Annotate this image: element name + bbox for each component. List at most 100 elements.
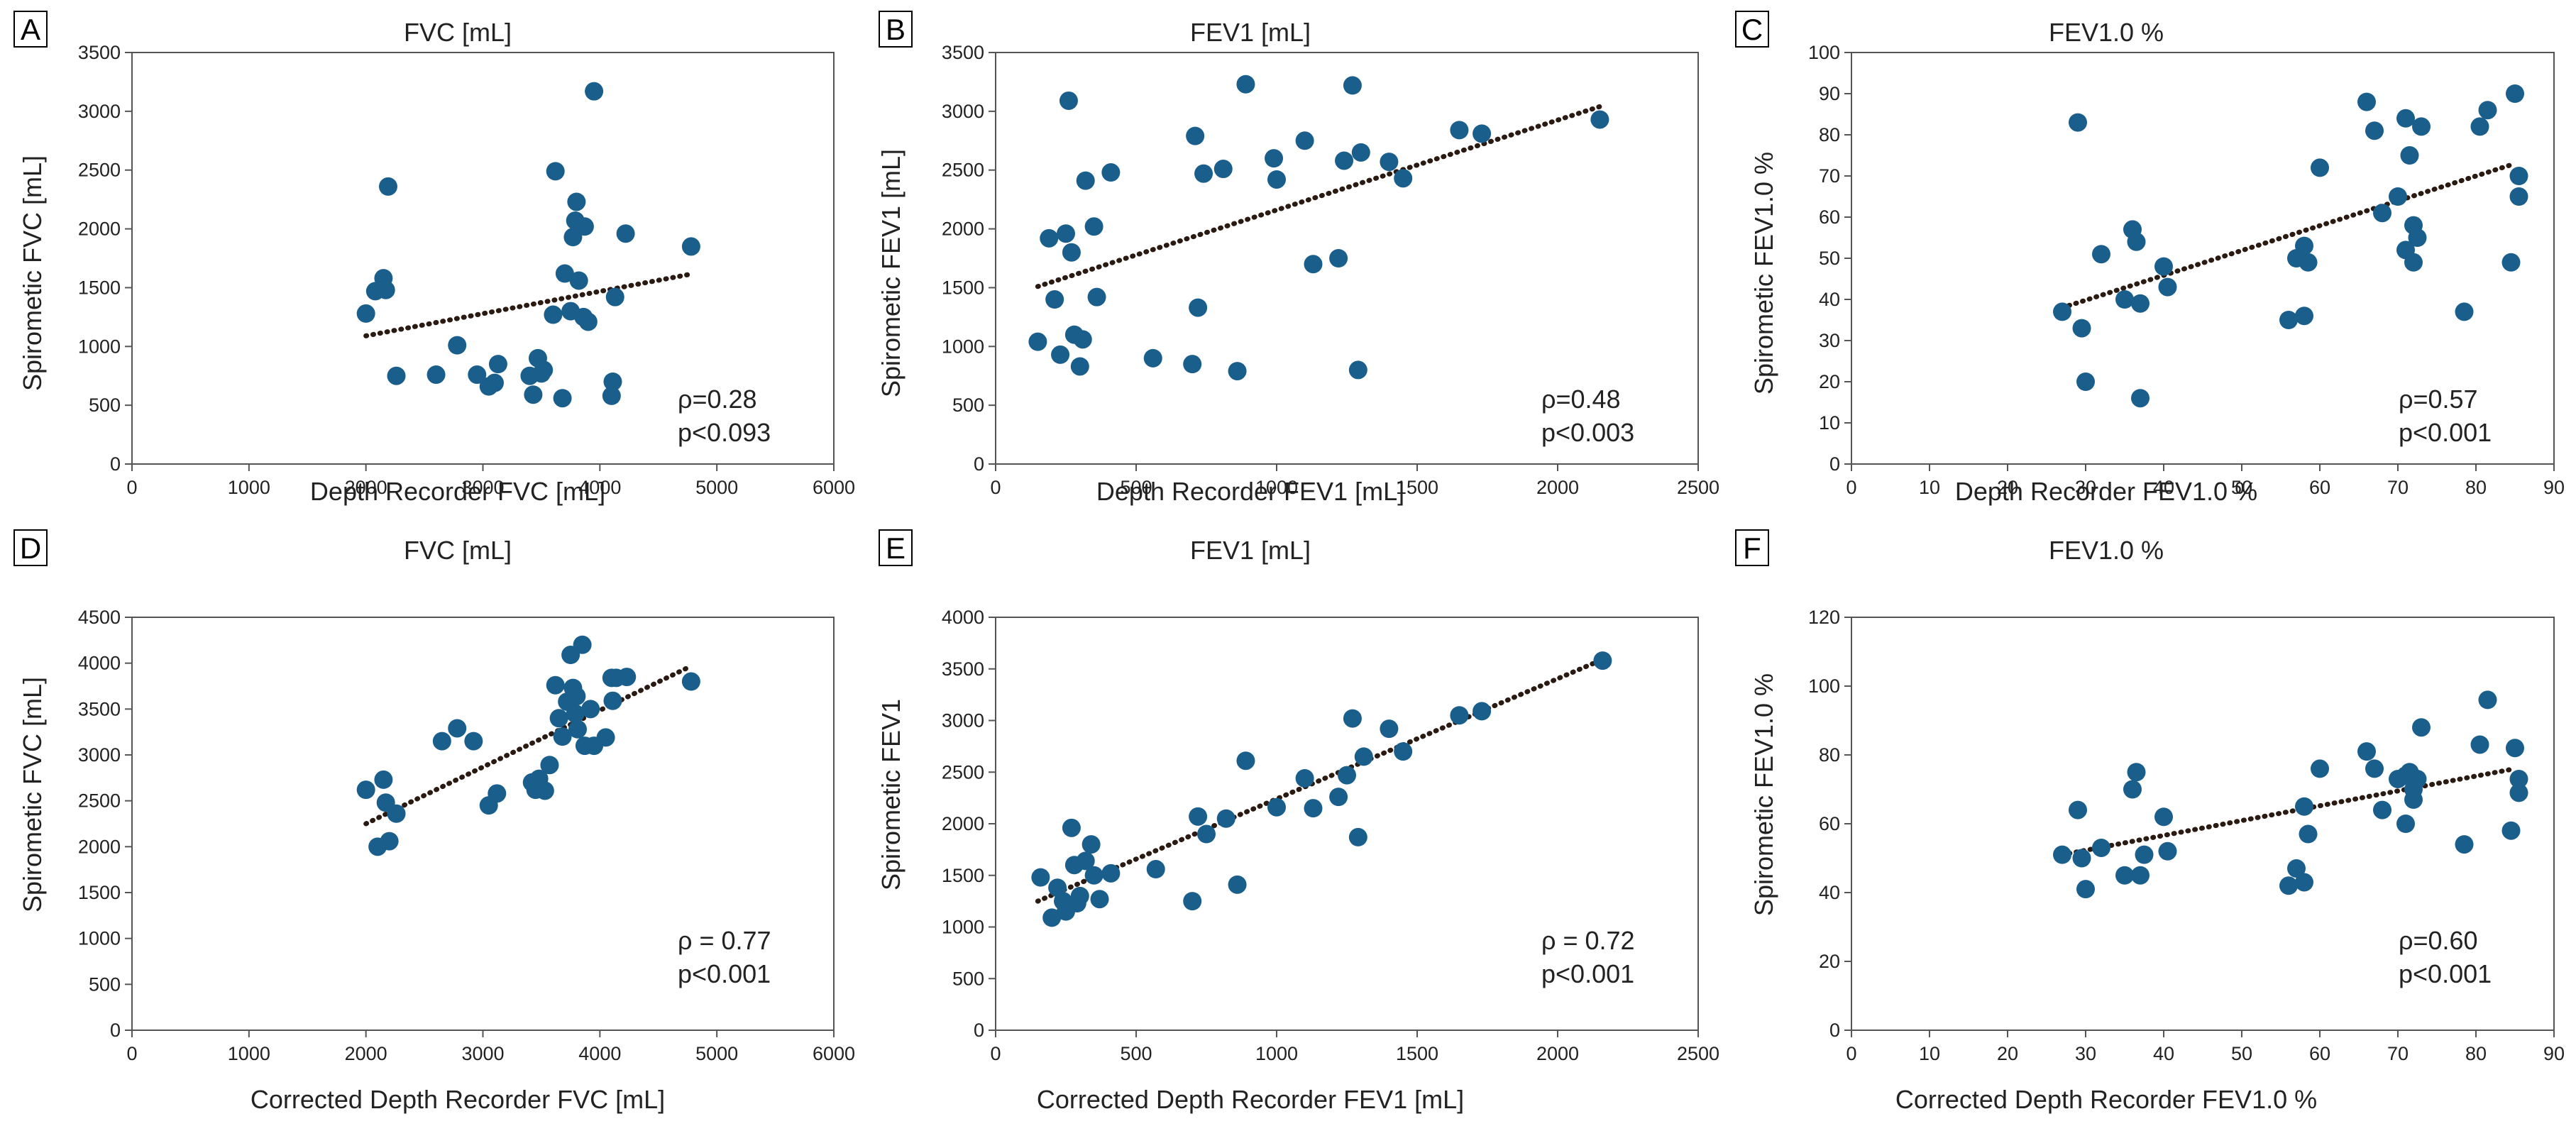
panel-e-point <box>1304 799 1323 818</box>
panel-f-point <box>2053 845 2071 864</box>
panel-d-point <box>681 672 700 691</box>
panel-a-point <box>616 224 635 243</box>
panel-d-point <box>488 784 507 803</box>
panel-c-xtick-label: 20 <box>1997 477 2018 498</box>
panel-f-point <box>2072 849 2091 868</box>
panel-e-point <box>1450 706 1469 725</box>
panel-b-point <box>1295 131 1314 150</box>
panel-a-point <box>387 366 406 385</box>
panel-b-point <box>1304 255 1323 274</box>
panel-f-xtick-label: 0 <box>1846 1043 1856 1064</box>
panel-a-xtick-label: 1000 <box>228 477 270 498</box>
panel-e-point <box>1042 908 1062 927</box>
panel-d-ylabel: Spirometic FVC [mL] <box>18 677 47 912</box>
panel-c-point <box>2127 232 2146 251</box>
panel-f-point <box>2357 742 2376 761</box>
panel-e-point <box>1295 768 1314 788</box>
panel-c-ytick-label: 20 <box>1819 371 1840 392</box>
panel-b-point <box>1228 362 1247 381</box>
panel-c-label: C <box>1741 13 1763 46</box>
panel-a-point <box>555 264 574 283</box>
panel-f-xlabel: Corrected Depth Recorder FEV1.0 % <box>1895 1085 2317 1114</box>
panel-c-point <box>2412 117 2431 136</box>
panel-b-point <box>1087 287 1106 307</box>
panel-f-point <box>2509 769 2528 788</box>
panel-e-ytick-label: 1000 <box>942 917 984 938</box>
panel-f-ytick-label: 100 <box>1808 675 1840 697</box>
panel-c-point <box>2478 101 2497 120</box>
panel-d-xtick-label: 0 <box>126 1043 137 1064</box>
panel-c-point <box>2404 253 2423 272</box>
panel-e-ytick-label: 1500 <box>942 865 984 886</box>
panel-e-stat-rho: ρ = 0.72 <box>1541 926 1635 955</box>
panel-d-point <box>617 668 637 687</box>
panel-d-point <box>549 709 568 728</box>
panel-a-ytick-label: 0 <box>110 453 121 475</box>
panel-b-point <box>1473 124 1492 143</box>
panel-c-ytick-label: 70 <box>1819 165 1840 187</box>
panel-a-point <box>585 82 604 101</box>
panel-d-point <box>573 635 592 654</box>
panel-a-trendline <box>363 272 690 338</box>
panel-f-point <box>2158 841 2177 861</box>
panel-f-point <box>2455 835 2474 854</box>
panel-c-point <box>2357 92 2376 111</box>
panel-e-point <box>1329 788 1348 807</box>
panel-c-xtick-label: 30 <box>2075 477 2096 498</box>
panel-e-point <box>1473 702 1492 721</box>
panel-f-point <box>2412 718 2431 737</box>
panel-b-point <box>1450 121 1469 140</box>
panel-a-point <box>603 372 622 391</box>
panel-d-point <box>603 691 622 710</box>
panel-f-ytick-label: 0 <box>1829 1020 1840 1041</box>
panel-d-ytick-label: 1500 <box>78 882 121 903</box>
panel-b-ytick-label: 2000 <box>942 219 984 240</box>
panel-e-point <box>1343 709 1362 728</box>
panel-e-point <box>1031 868 1050 887</box>
panel-a-ytick-label: 3500 <box>78 42 121 63</box>
panel-b-xtick-label: 500 <box>1120 477 1152 498</box>
panel-b-ytick-label: 2500 <box>942 160 984 181</box>
panel-c-point <box>2501 253 2521 272</box>
panel-e-point <box>1146 860 1165 879</box>
panel-f-ytick-label: 20 <box>1819 951 1840 972</box>
panel-d-point <box>448 719 467 738</box>
panel-b-point <box>1236 74 1255 94</box>
panel-e-ytick-label: 3500 <box>942 658 984 680</box>
panel-e-stat-p: p<0.001 <box>1541 959 1634 988</box>
panel-a-point <box>567 192 586 211</box>
panel-b-xlabel: Depth Recorder FEV1 [mL] <box>1096 477 1404 506</box>
panel-b-stat-rho: ρ=0.48 <box>1541 385 1621 414</box>
panel-f-ytick-label: 120 <box>1808 607 1840 628</box>
panel-f-point <box>2092 838 2110 857</box>
panel-c-ytick-label: 10 <box>1819 412 1840 434</box>
panel-d-xtick-label: 5000 <box>695 1043 738 1064</box>
panel-e-point <box>1394 742 1413 761</box>
panel-e-point <box>1197 824 1216 844</box>
panel-f-point <box>2123 780 2142 799</box>
panel-c-point <box>2072 319 2091 338</box>
panel-c-point <box>2115 290 2134 309</box>
panel-c-xtick-label: 10 <box>1919 477 1940 498</box>
panel-e-ytick-label: 2000 <box>942 813 984 834</box>
panel-f-point <box>2365 759 2384 778</box>
panel-c-point <box>2400 146 2419 165</box>
panel-a-point <box>524 385 543 404</box>
panel-f-point <box>2115 866 2134 885</box>
panel-d-plot: 0 1000 2000 3000 4000 5000 6000 0 500 1000 1500 200… <box>78 607 855 1064</box>
panel-c-point <box>2470 117 2489 136</box>
panel-e-point <box>1216 809 1235 828</box>
panel-f-point <box>2408 769 2427 788</box>
panel-b-xtick-label: 0 <box>990 477 1001 498</box>
panel-f-xtick-label: 10 <box>1919 1043 1940 1064</box>
panel-e-point <box>1101 863 1121 883</box>
panel-d-xtick-label: 6000 <box>813 1043 855 1064</box>
panel-d-ytick-label: 0 <box>110 1020 121 1041</box>
panel-e-ytick-label: 3000 <box>942 710 984 732</box>
panel-a-point <box>563 228 583 247</box>
panel-d-label: D <box>20 531 41 565</box>
panel-e-ytick-label: 4000 <box>942 607 984 628</box>
panel-a-xtick-label: 2000 <box>345 477 387 498</box>
panel-e-point <box>1267 797 1286 817</box>
panel-d-point <box>581 700 600 719</box>
